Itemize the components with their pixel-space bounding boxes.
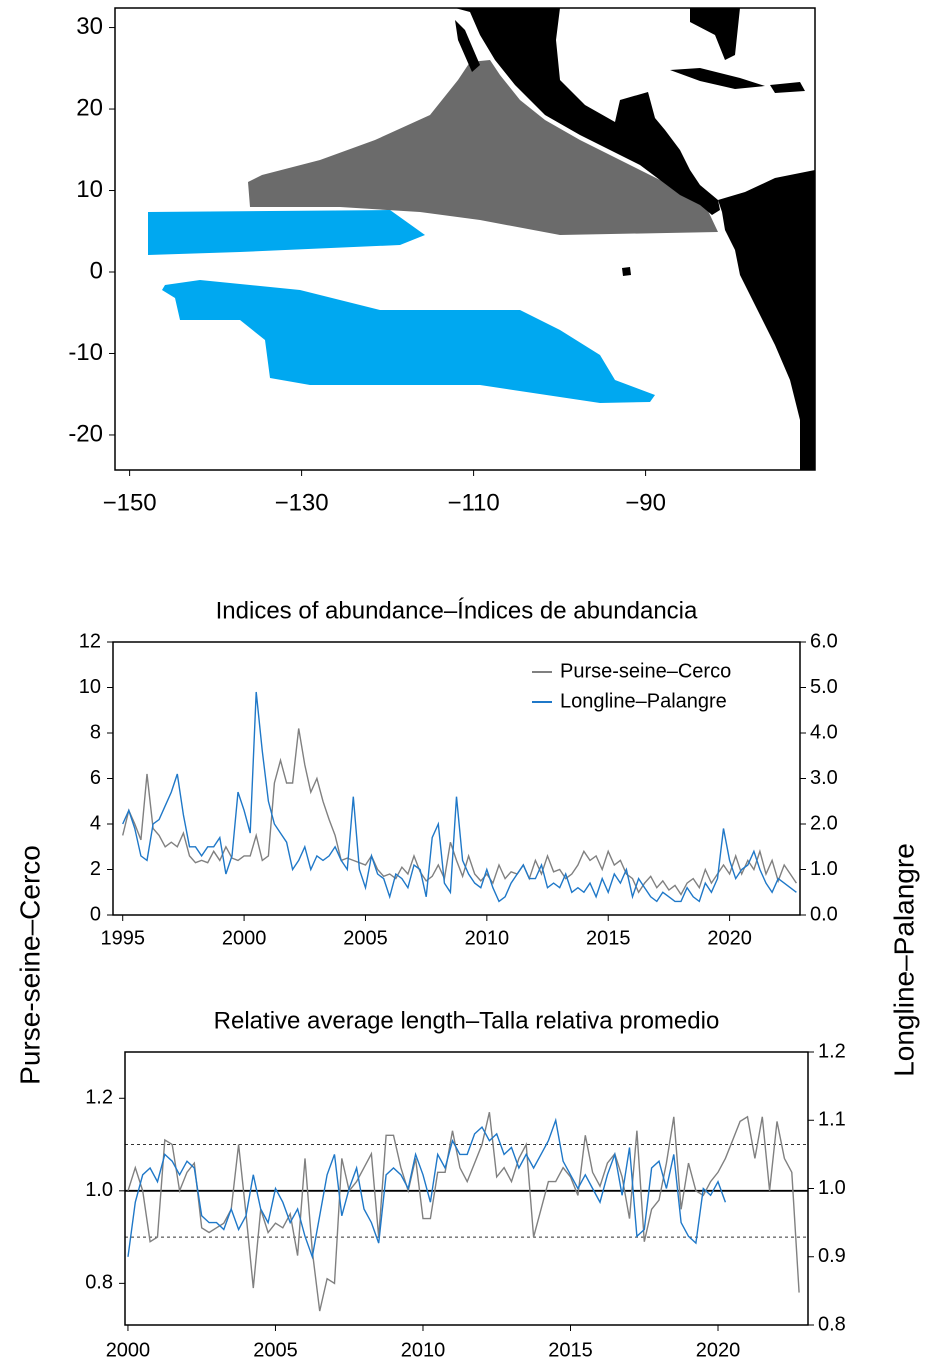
series-line xyxy=(127,1117,727,1260)
series-line xyxy=(122,691,797,903)
y2-tick-label: 1.0 xyxy=(818,1177,846,1199)
y2-tick-label: 5.0 xyxy=(810,676,838,698)
x-tick-label: 2000 xyxy=(106,1339,151,1361)
y-tick-label: 30 xyxy=(76,13,103,40)
x-tick-label: 2020 xyxy=(707,927,752,949)
legend-label: Purse-seine–Cerco xyxy=(560,660,731,682)
map-shapes xyxy=(148,8,815,470)
y2-tick-label: 2.0 xyxy=(810,812,838,834)
y-tick-label: 0.8 xyxy=(85,1272,113,1294)
y2-tick-label: 6.0 xyxy=(810,630,838,652)
x-tick-label: 2010 xyxy=(465,927,510,949)
y-tick-label: 10 xyxy=(76,176,103,203)
y2-tick-label: 0.8 xyxy=(818,1313,846,1335)
chart-title: Indices of abundance–Índices de abundanc… xyxy=(216,597,698,624)
x-tick-label: 2010 xyxy=(401,1339,446,1361)
y-tick-label: -20 xyxy=(68,420,103,447)
x-tick-label: 2020 xyxy=(696,1339,741,1361)
x-tick-label: 2000 xyxy=(222,927,267,949)
x-tick-label: 2005 xyxy=(253,1339,298,1361)
y-tick-label: 1.2 xyxy=(85,1087,113,1109)
y2-tick-label: 1.0 xyxy=(810,858,838,880)
y-axis-title: Purse-seine–Cerco xyxy=(14,845,45,1085)
x-tick-label: −90 xyxy=(625,489,666,516)
y-tick-label: 6 xyxy=(90,767,101,789)
y-tick-label: 1.0 xyxy=(85,1179,113,1201)
legend-label: Longline–Palangre xyxy=(560,690,727,712)
x-tick-label: −110 xyxy=(447,489,499,516)
x-tick-label: 2005 xyxy=(343,927,388,949)
y-tick-label: -10 xyxy=(68,339,103,366)
purse-seine-area xyxy=(248,60,718,235)
y2-tick-label: 3.0 xyxy=(810,767,838,789)
land xyxy=(455,8,815,470)
y2-axis-title: Longline–Palangre xyxy=(888,843,919,1077)
x-tick-label: −130 xyxy=(275,489,329,516)
y2-tick-label: 1.2 xyxy=(818,1040,846,1062)
plot-frame xyxy=(112,641,801,916)
longline-area-north xyxy=(148,210,425,255)
longline-area-south xyxy=(162,280,655,403)
plot-frame xyxy=(114,7,816,471)
y-tick-label: 20 xyxy=(76,94,103,121)
series-line xyxy=(122,728,797,896)
y-tick-label: 8 xyxy=(90,721,101,743)
x-tick-label: 1995 xyxy=(100,927,145,949)
x-tick-label: 2015 xyxy=(586,927,631,949)
y-tick-label: 10 xyxy=(79,676,101,698)
plot-frame xyxy=(124,1051,809,1326)
y-tick-label: 4 xyxy=(90,812,101,834)
y-tick-label: 0 xyxy=(90,257,103,284)
y-tick-label: 0 xyxy=(90,903,101,925)
y2-tick-label: 0.9 xyxy=(818,1245,846,1267)
y2-tick-label: 4.0 xyxy=(810,721,838,743)
chart-title: Relative average length–Talla relativa p… xyxy=(214,1007,720,1034)
y-tick-label: 12 xyxy=(79,630,101,652)
y2-tick-label: 1.1 xyxy=(818,1109,846,1131)
y2-tick-label: 0.0 xyxy=(810,903,838,925)
x-tick-label: 2015 xyxy=(548,1339,593,1361)
x-tick-label: −150 xyxy=(103,489,157,516)
y-tick-label: 2 xyxy=(90,858,101,880)
series-line xyxy=(127,1112,800,1312)
